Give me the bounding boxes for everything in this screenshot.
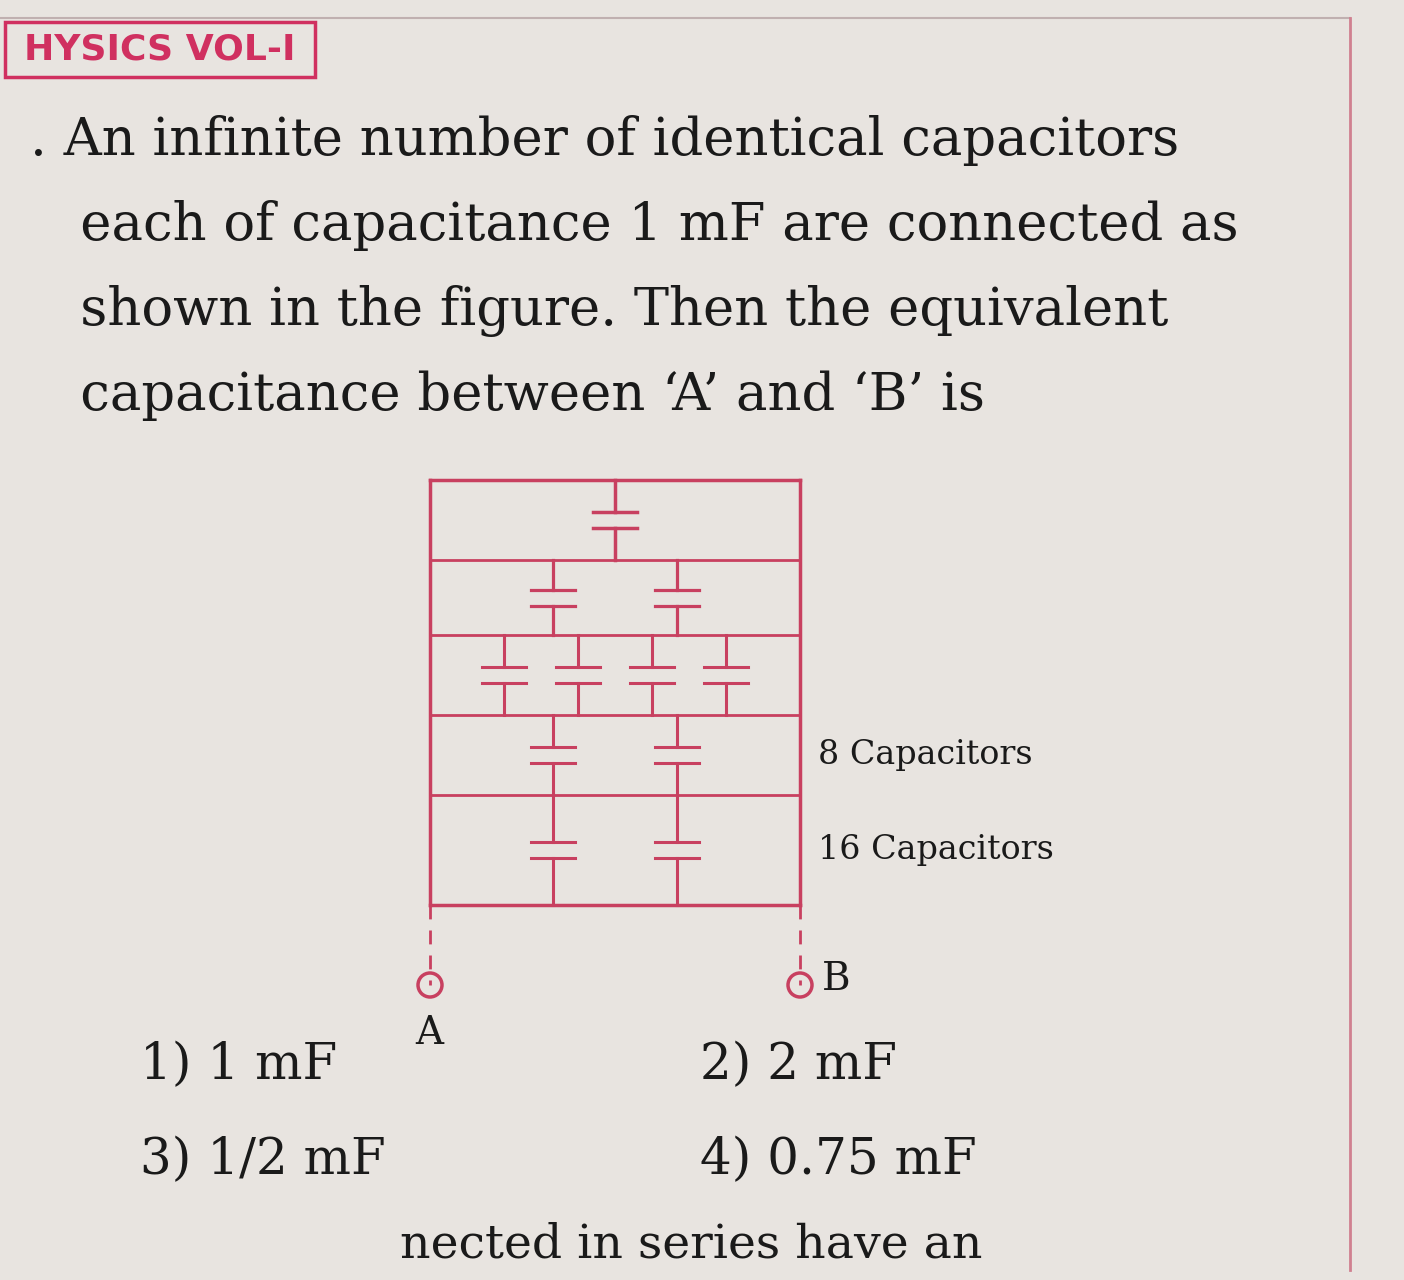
Text: each of capacitance 1 mF are connected as: each of capacitance 1 mF are connected a… xyxy=(29,200,1238,251)
Text: HYSICS VOL-I: HYSICS VOL-I xyxy=(24,32,296,67)
Text: . An infinite number of identical capacitors: . An infinite number of identical capaci… xyxy=(29,115,1179,166)
Text: 3) 1/2 mF: 3) 1/2 mF xyxy=(140,1135,386,1185)
Text: nected in series have an: nected in series have an xyxy=(400,1222,983,1267)
Text: capacitance between ‘A’ and ‘B’ is: capacitance between ‘A’ and ‘B’ is xyxy=(29,370,986,421)
Text: 4) 0.75 mF: 4) 0.75 mF xyxy=(701,1135,977,1185)
Text: 8 Capacitors: 8 Capacitors xyxy=(819,739,1032,771)
Text: 2) 2 mF: 2) 2 mF xyxy=(701,1041,897,1089)
Text: 16 Capacitors: 16 Capacitors xyxy=(819,835,1054,867)
FancyBboxPatch shape xyxy=(6,22,314,77)
Text: 1) 1 mF: 1) 1 mF xyxy=(140,1041,337,1089)
Text: B: B xyxy=(821,961,851,998)
Text: shown in the figure. Then the equivalent: shown in the figure. Then the equivalent xyxy=(29,285,1168,337)
Text: A: A xyxy=(416,1015,444,1052)
